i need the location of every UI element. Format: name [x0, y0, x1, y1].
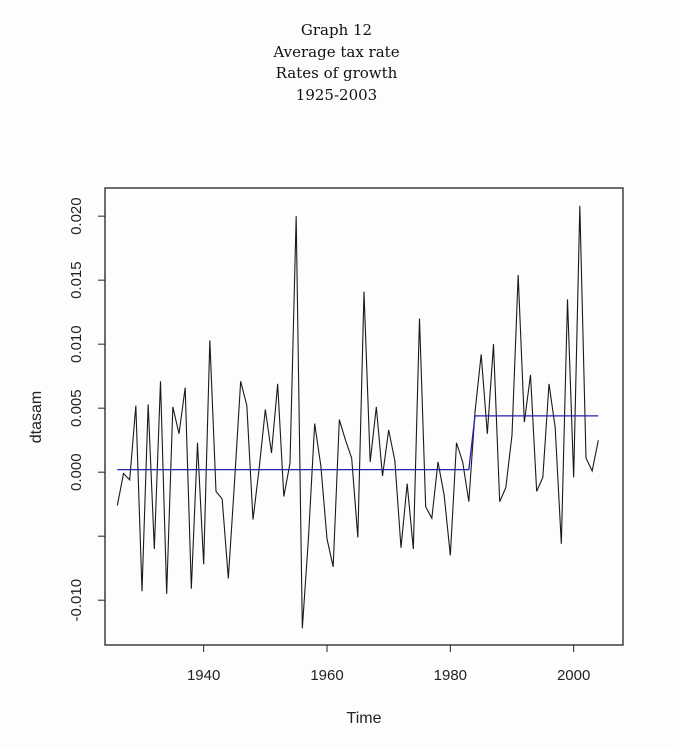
- x-tick-label: 1940: [187, 667, 220, 684]
- series-line-break-mean: [117, 415, 599, 471]
- y-tick-label: 0.000: [68, 453, 85, 491]
- y-axis: -0.010 0.000 0.005 0.010 0.015 0.020: [68, 197, 106, 622]
- y-tick-label: 0.005: [68, 389, 85, 427]
- y-axis-label: dtasam: [28, 391, 45, 443]
- series-layer: [116, 205, 599, 629]
- x-tick-label: 2000: [557, 667, 590, 684]
- title-line-2: Average tax rate: [273, 42, 400, 61]
- y-tick-label: 0.010: [68, 325, 85, 363]
- y-tick-label: -0.010: [68, 579, 85, 622]
- title-line-1: Graph 12: [300, 21, 373, 39]
- x-axis-label: Time: [347, 710, 382, 727]
- title-line-4: 1925-2003: [295, 85, 378, 104]
- x-tick-label: 1980: [434, 667, 467, 684]
- y-tick-label: 0.015: [68, 261, 85, 299]
- x-tick-label: 1960: [310, 667, 343, 684]
- y-tick-label: 0.020: [68, 197, 85, 235]
- series-line-dtasam: [116, 205, 599, 629]
- title-line-3: Rates of growth: [275, 64, 398, 82]
- chart-title: Graph 12 Average tax rate Rates of growt…: [0, 20, 673, 106]
- x-axis: 1940 1960 1980 2000: [187, 644, 590, 684]
